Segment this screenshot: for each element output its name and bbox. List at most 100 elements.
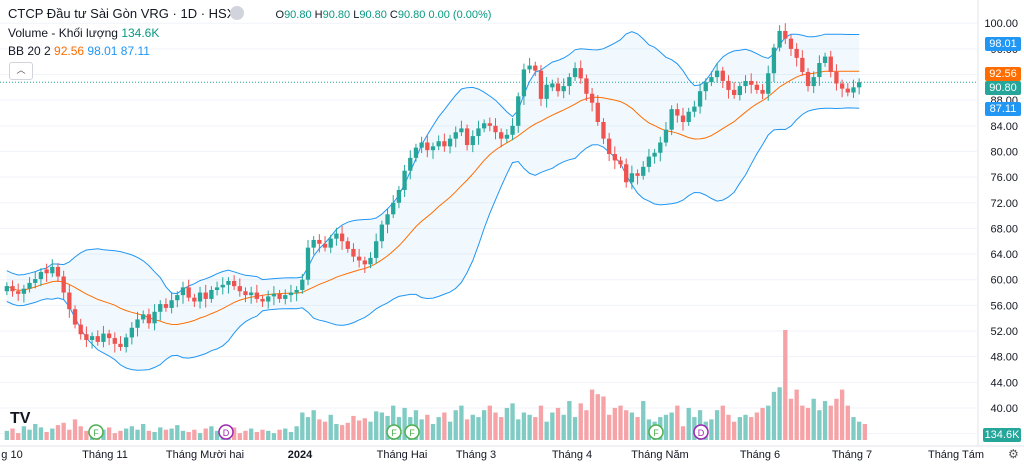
candle: [731, 82, 737, 99]
candle-body: [351, 248, 356, 257]
y-tick-label: 40.00: [990, 403, 1018, 415]
candle-body: [260, 298, 265, 302]
candle: [464, 124, 470, 151]
candle-body: [4, 286, 10, 292]
candle-body: [192, 297, 197, 302]
candle-body: [726, 80, 731, 90]
volume-bar: [589, 389, 595, 440]
candle: [686, 107, 691, 126]
volume-bar: [402, 407, 407, 440]
bb-lower-tag: 87.11: [985, 102, 1021, 116]
candle: [356, 248, 362, 268]
volume-bar: [356, 420, 362, 440]
candle-body: [10, 286, 15, 292]
volume-bar: [777, 387, 782, 440]
candle-body: [487, 123, 492, 126]
candle-body: [624, 164, 629, 183]
volume-bar: [4, 430, 10, 440]
candle: [851, 79, 856, 98]
y-tick-label: 48.00: [990, 352, 1018, 364]
bb-upper-value: 98.01: [87, 44, 118, 58]
tradingview-logo[interactable]: TV: [10, 410, 31, 427]
visibility-icon[interactable]: [230, 6, 244, 20]
candle-body: [84, 334, 89, 340]
candle-body: [743, 80, 748, 87]
candle: [754, 80, 760, 94]
collapse-legend-button[interactable]: ︿: [9, 62, 33, 80]
volume-bar: [794, 389, 799, 440]
candle-body: [294, 289, 299, 293]
x-tick-label: Tháng 3: [456, 449, 496, 461]
x-tick-label: Tháng 4: [552, 449, 592, 461]
volume-bar: [766, 405, 771, 440]
candle: [78, 318, 83, 340]
volume-bar: [237, 433, 242, 440]
candle: [669, 105, 674, 136]
time-axis[interactable]: g 10 Tháng 11 Tháng Mười hai 2024 Tháng Hai T…: [1, 447, 1018, 461]
candle: [294, 286, 299, 302]
volume-bar: [743, 414, 748, 440]
candle: [300, 273, 305, 294]
marker-letter: F: [409, 428, 415, 438]
volume-bar: [186, 431, 191, 440]
candle-body: [464, 128, 470, 146]
marker-letter: D: [698, 428, 705, 438]
candle-body: [413, 147, 419, 158]
volume-bar: [800, 405, 805, 440]
candle-body: [521, 69, 527, 97]
candle: [118, 336, 123, 351]
candle-body: [618, 160, 623, 165]
volume-bar: [680, 426, 686, 440]
candle: [203, 284, 208, 308]
symbol-title: CTCP Đầu tư Sài Gòn VRG · 1D · HSX: [8, 6, 236, 21]
bb-lower-line: [6, 107, 860, 371]
candle: [231, 275, 237, 290]
volume-bar: [67, 429, 72, 440]
volume-bar: [294, 426, 299, 440]
candle-body: [277, 293, 282, 299]
candle-body: [493, 125, 498, 133]
candle: [834, 64, 839, 91]
candle-body: [822, 56, 828, 63]
candle: [470, 130, 475, 153]
candle: [828, 50, 833, 78]
candle: [493, 118, 498, 140]
y-tick-label: 84.00: [990, 121, 1018, 133]
candle-body: [67, 292, 72, 310]
candle: [266, 290, 271, 309]
volume-bar: [612, 407, 617, 440]
volume-bar: [595, 394, 600, 440]
candle-body: [203, 292, 208, 299]
candle: [50, 259, 55, 278]
candle-body: [72, 309, 78, 325]
volume-bar: [737, 417, 742, 440]
volume-bar: [487, 405, 492, 440]
candle-body: [402, 170, 407, 190]
candle: [192, 293, 197, 307]
candle: [692, 100, 697, 118]
high-value: 90.80: [322, 9, 351, 21]
candle-body: [158, 304, 163, 312]
volume-bar: [419, 419, 424, 440]
candle-body: [249, 292, 254, 296]
candle: [743, 75, 748, 94]
volume-bar: [709, 419, 714, 440]
candle: [112, 332, 117, 353]
volume-bar: [158, 427, 163, 440]
candle-body: [527, 65, 532, 70]
candle: [749, 73, 754, 94]
candle-body: [95, 336, 100, 342]
candle: [277, 289, 282, 303]
candle-body: [288, 292, 294, 296]
candle-body: [78, 324, 83, 335]
volume-bar: [731, 421, 737, 440]
candle-body: [629, 173, 635, 183]
volume-bar: [106, 427, 112, 440]
candle-body: [220, 284, 225, 288]
volume-bar: [345, 422, 350, 440]
candle-body: [453, 132, 458, 139]
x-tick-label: Tháng Hai: [377, 449, 428, 461]
marker-circle: [648, 424, 664, 440]
volume-bar: [538, 405, 544, 440]
